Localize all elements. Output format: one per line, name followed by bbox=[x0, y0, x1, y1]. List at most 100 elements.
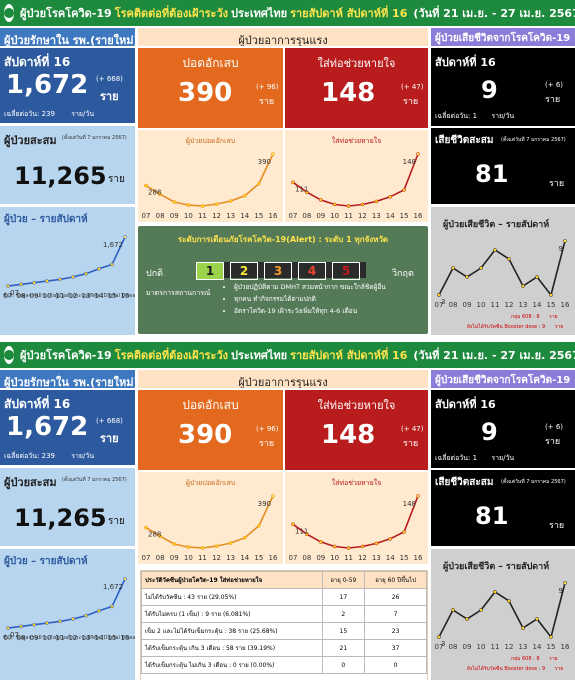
treat-title: ผู้ป่วยรักษาใน รพ.(รายใหม่) bbox=[4, 34, 135, 46]
pneu-delta: (+ 96) bbox=[256, 83, 279, 91]
data-point bbox=[271, 494, 275, 498]
pneu-chart-box: ผู้ป่วยปอดอักเสบ 07 08 09 10 11 12 13 14 15 16 288… bbox=[138, 130, 283, 222]
pneu-unit: ราย bbox=[259, 97, 275, 107]
vaccine-row-b: 23 bbox=[364, 622, 427, 640]
data-point bbox=[416, 152, 420, 156]
header-bar: ผู้ป่วยโรคโควิด-19 โรคติดต่อที่ต้องเฝ้าร… bbox=[0, 0, 575, 26]
vaccine-row-label: ไม่ได้รับวัคซีน : 43 ราย (29.05%) bbox=[141, 588, 323, 606]
deaths-cum-unit: ราย bbox=[549, 179, 565, 189]
data-point bbox=[257, 181, 261, 186]
data-point bbox=[416, 494, 420, 498]
vent-unit: ราย bbox=[403, 439, 419, 449]
data-point bbox=[6, 284, 10, 288]
header-bar: ผู้ป่วยโรคโควิด-19 โรคติดต่อที่ต้องเฝ้าร… bbox=[0, 342, 575, 368]
x-tick-label: 10 bbox=[43, 634, 52, 642]
header-title-a: ผู้ป่วยโรคโควิด-19 bbox=[20, 7, 112, 20]
weekly-cases-box: ผู้ป่วย – รายสัปดาห์ 07 08 09 10 11 12 13 14 15 1… bbox=[0, 207, 135, 335]
data-label-first: 111 bbox=[295, 527, 308, 535]
data-label-first: 288 bbox=[148, 189, 161, 197]
x-tick-label: 07 bbox=[142, 212, 151, 220]
cumulative-value: 11,265 bbox=[14, 504, 107, 532]
treat-week-label: สัปดาห์ที่ 16 bbox=[4, 397, 71, 411]
pneu-box: ปอดอักเสบ 390 (+ 96) ราย bbox=[138, 48, 283, 128]
data-point bbox=[200, 546, 205, 550]
x-tick-label: 08 bbox=[17, 634, 26, 642]
data-point bbox=[388, 536, 393, 541]
data-point bbox=[228, 541, 233, 545]
x-tick-label: 10 bbox=[43, 292, 52, 300]
data-point bbox=[305, 190, 309, 195]
data-point bbox=[271, 152, 275, 156]
data-point bbox=[144, 183, 148, 188]
x-tick-label: 15 bbox=[400, 212, 409, 220]
data-point bbox=[291, 180, 295, 185]
table-row: ได้รับเข็มกระตุ้น เกิน 3 เดือน : 58 ราย … bbox=[141, 639, 427, 657]
severe-title-box: ผู้ป่วยอาการรุนแรง bbox=[138, 28, 428, 46]
x-tick-label: 16 bbox=[561, 301, 570, 309]
x-tick-label: 13 bbox=[372, 212, 381, 220]
vaccine-row-b: 0 bbox=[364, 656, 427, 674]
vent-unit: ราย bbox=[403, 97, 419, 107]
data-point bbox=[549, 293, 553, 297]
vaccine-row-label: ได้รับไม่ครบ (1 เข็ม) : 9 ราย (6.081%) bbox=[141, 605, 323, 623]
data-point bbox=[186, 545, 191, 549]
treat-avg-value: 239 bbox=[41, 110, 55, 118]
pneu-label: ปอดอักเสบ bbox=[182, 56, 239, 70]
data-point bbox=[186, 203, 191, 207]
x-tick-label: 10 bbox=[477, 301, 486, 309]
data-point bbox=[535, 275, 539, 279]
treat-unit: ราย bbox=[100, 90, 119, 103]
x-tick-label: 11 bbox=[491, 301, 500, 309]
deaths-cum-box: เสียชีวิตสะสม (ตั้งแต่วันที่ 7 มกราคม 25… bbox=[431, 470, 575, 546]
data-label-last: 148 bbox=[403, 158, 416, 166]
data-label-first: 3 bbox=[441, 640, 445, 648]
vaccine-col-b-header: อายุ 60 ปีขึ้นไป bbox=[364, 571, 427, 589]
deaths-cum-value: 81 bbox=[475, 160, 509, 188]
x-tick-label: 13 bbox=[226, 212, 235, 220]
data-point bbox=[291, 522, 295, 527]
deaths-cum-value: 81 bbox=[475, 502, 509, 530]
alert-level-5: 5 bbox=[332, 262, 360, 280]
data-point bbox=[318, 198, 323, 202]
data-point bbox=[305, 532, 309, 537]
severe-title: ผู้ป่วยอาการรุนแรง bbox=[238, 34, 328, 46]
series-line bbox=[145, 153, 274, 207]
treat-avg-unit: ราย/วัน bbox=[71, 110, 95, 118]
x-tick-label: 08 bbox=[449, 643, 458, 651]
x-tick-label: 14 bbox=[95, 634, 104, 642]
treat-week-label: สัปดาห์ที่ 16 bbox=[4, 55, 71, 69]
vaccine-table-box: ประวัติวัคซีนผู้ป่วยโควิด-19 ใส่ท่อช่วยห… bbox=[140, 570, 428, 680]
data-point bbox=[437, 293, 441, 297]
data-point bbox=[332, 544, 337, 549]
data-point bbox=[71, 617, 75, 621]
vaccine-row-b: 37 bbox=[364, 639, 427, 657]
deaths-title: ผู้ป่วยเสียชีวิตจากโรคโควิด-19 bbox=[435, 375, 571, 386]
x-tick-label: 13 bbox=[372, 554, 381, 562]
x-tick-label: 15 bbox=[254, 554, 263, 562]
x-tick-label: 12 bbox=[505, 301, 514, 309]
x-tick-label: 09 bbox=[170, 212, 179, 220]
deaths-delta: (+ 6) bbox=[545, 81, 564, 89]
deaths-cum-unit: ราย bbox=[549, 521, 565, 531]
deaths-avg-label: เฉลี่ยต่อวัน: bbox=[435, 454, 471, 462]
x-tick-label: 15 bbox=[547, 301, 556, 309]
x-tick-label: 09 bbox=[463, 643, 472, 651]
x-tick-label: 14 bbox=[533, 643, 542, 651]
deaths-value-box: สัปดาห์ที่ 16 9 (+ 6) ราย เฉลี่ยต่อวัน: … bbox=[431, 48, 575, 126]
deaths-title-box: ผู้ป่วยเสียชีวิตจากโรคโควิด-19 bbox=[431, 370, 575, 388]
x-tick-label: 10 bbox=[477, 643, 486, 651]
deaths-note-a-value: 8 bbox=[536, 314, 540, 320]
vent-chart: 07 08 09 10 11 12 13 14 15 16 111 148 bbox=[289, 494, 423, 562]
data-point bbox=[479, 608, 483, 612]
cumulative-unit: ราย bbox=[108, 516, 125, 527]
pneu-chart-box: ผู้ป่วยปอดอักเสบ 07 08 09 10 11 12 13 14 15 16 288… bbox=[138, 472, 283, 564]
deaths-note-b: ยังไม่ได้รับวัคซีน Booster dose : 9 ราย bbox=[467, 323, 563, 331]
x-tick-label: 12 bbox=[505, 643, 514, 651]
deaths-unit: ราย bbox=[545, 437, 561, 447]
data-point bbox=[521, 626, 525, 630]
data-point bbox=[360, 202, 365, 207]
data-point bbox=[6, 626, 10, 630]
x-tick-label: 14 bbox=[95, 292, 104, 300]
vaccine-col-a-header: อายุ 0-59 bbox=[321, 571, 366, 589]
data-point bbox=[32, 280, 36, 285]
